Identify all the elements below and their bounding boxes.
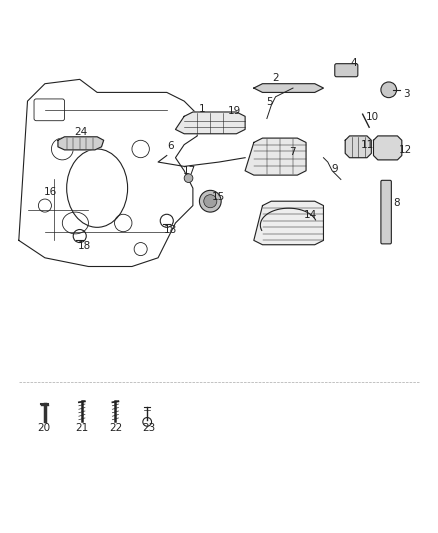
Polygon shape [254, 84, 323, 92]
Polygon shape [176, 112, 245, 134]
Circle shape [184, 174, 193, 182]
Text: 18: 18 [78, 240, 91, 251]
Text: 7: 7 [289, 148, 295, 157]
Text: 22: 22 [109, 423, 122, 433]
Text: 10: 10 [366, 112, 379, 122]
Text: 11: 11 [360, 140, 374, 150]
Text: 20: 20 [38, 423, 51, 433]
Text: 23: 23 [143, 423, 156, 433]
Circle shape [199, 190, 221, 212]
Text: 2: 2 [272, 74, 279, 84]
Text: 16: 16 [43, 187, 57, 197]
Text: 14: 14 [304, 210, 317, 220]
Polygon shape [254, 201, 323, 245]
Text: 9: 9 [331, 164, 338, 174]
Text: 6: 6 [167, 141, 173, 150]
Text: 15: 15 [212, 192, 225, 202]
Polygon shape [374, 136, 402, 160]
Text: 1: 1 [199, 104, 206, 114]
Polygon shape [58, 137, 104, 150]
Circle shape [381, 82, 396, 98]
Circle shape [204, 195, 217, 208]
Text: 5: 5 [267, 97, 273, 107]
Text: 18: 18 [164, 225, 177, 236]
Text: 8: 8 [393, 198, 400, 208]
Text: 3: 3 [403, 88, 410, 99]
Text: 21: 21 [75, 423, 88, 433]
Text: 12: 12 [399, 145, 412, 155]
Polygon shape [345, 136, 371, 158]
FancyBboxPatch shape [335, 63, 358, 77]
Polygon shape [245, 138, 306, 175]
Text: 4: 4 [350, 58, 357, 68]
Text: 19: 19 [228, 106, 241, 116]
Text: 24: 24 [74, 127, 87, 138]
FancyBboxPatch shape [381, 180, 391, 244]
Text: 17: 17 [183, 166, 196, 176]
